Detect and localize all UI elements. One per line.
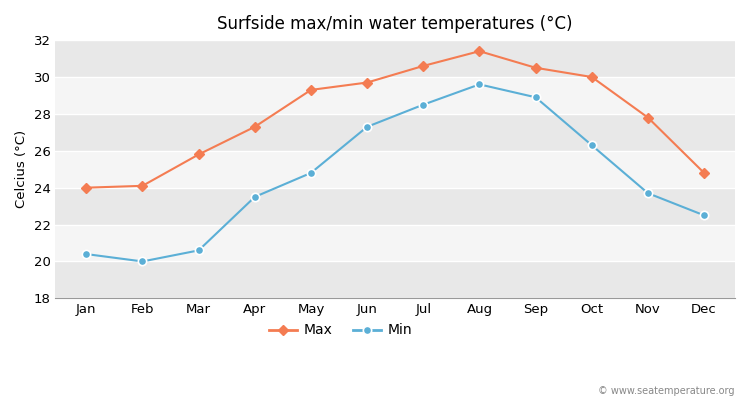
Bar	[56, 224, 735, 262]
Bar	[56, 151, 735, 188]
Title: Surfside max/min water temperatures (°C): Surfside max/min water temperatures (°C)	[217, 15, 573, 33]
Bar	[56, 262, 735, 298]
Text: © www.seatemperature.org: © www.seatemperature.org	[598, 386, 735, 396]
Legend: Max, Min: Max, Min	[263, 318, 419, 343]
Bar	[56, 188, 735, 224]
Bar	[56, 40, 735, 77]
Bar	[56, 114, 735, 151]
Y-axis label: Celcius (°C): Celcius (°C)	[15, 130, 28, 208]
Bar	[56, 77, 735, 114]
